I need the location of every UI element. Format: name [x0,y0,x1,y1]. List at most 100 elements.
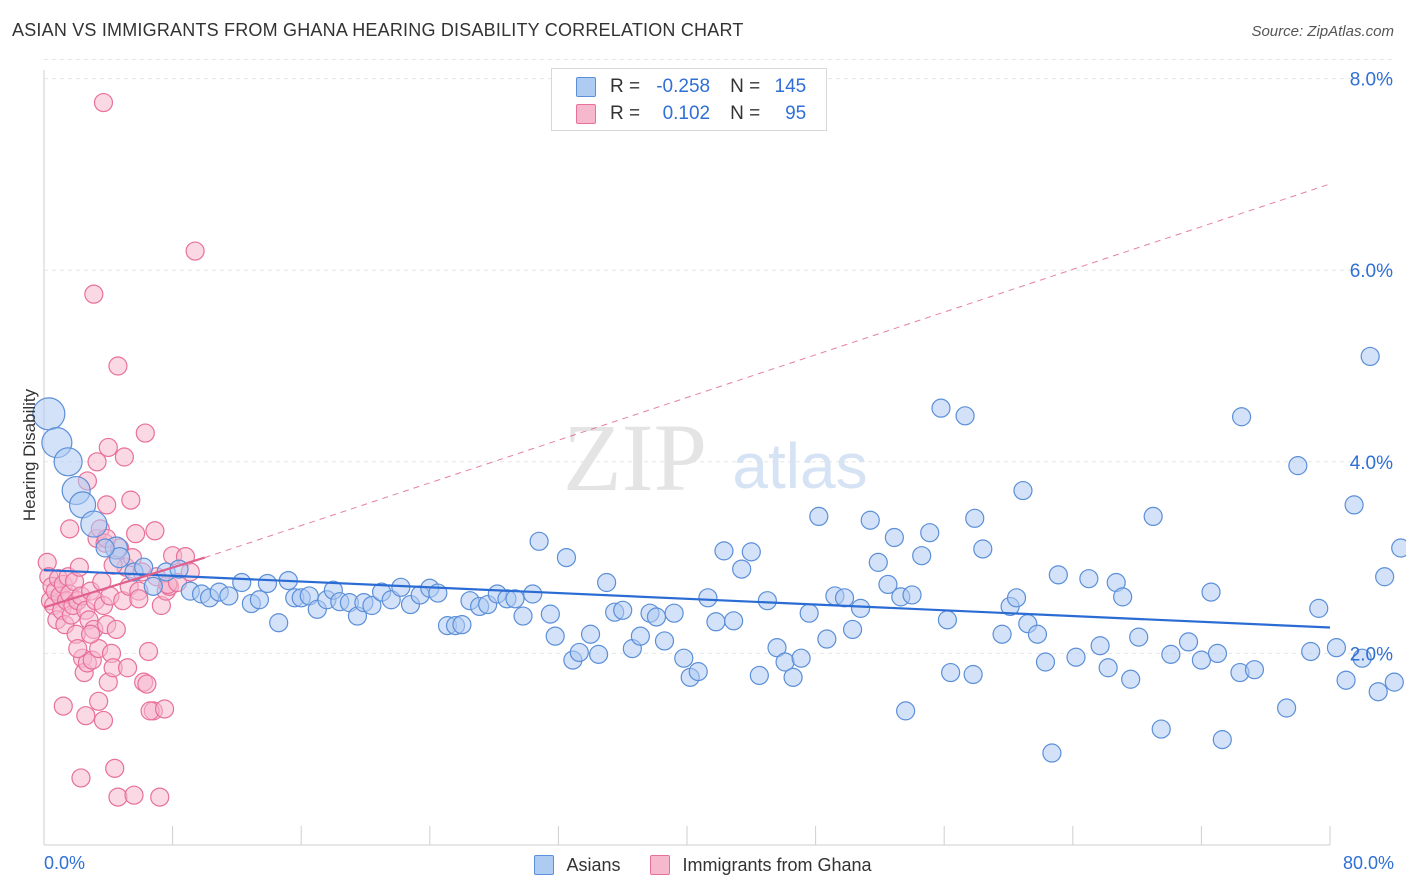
data-point [1231,407,1252,427]
data-point [108,787,128,807]
data-point [1121,669,1141,689]
data-point [1344,495,1364,515]
data-point [912,546,932,566]
legend-item-asians[interactable]: Asians [534,855,620,876]
y-tick-label: 4.0% [1350,453,1393,474]
data-point [851,598,871,618]
data-point [121,490,141,510]
data-point [89,691,109,711]
data-point [150,787,170,807]
data-point [135,423,155,443]
data-point [817,629,837,649]
data-point [93,710,114,731]
data-point [688,662,708,682]
watermark-zip: ZIP [563,404,707,511]
data-point [1151,719,1171,739]
data-point [1288,456,1308,476]
data-point [68,639,88,659]
data-point [452,615,472,635]
axes [43,70,1331,846]
legend-row-ghana: R = 0.102 N = 95 [576,101,806,127]
data-point [53,696,73,716]
data-point [1391,538,1406,558]
data-point [1301,641,1321,662]
data-point [129,589,149,609]
data-point [1352,648,1372,668]
data-point [545,626,565,646]
data-point [1143,506,1163,527]
data-point [931,398,951,418]
data-point [896,701,916,721]
data-point [249,590,270,610]
data-point [613,600,633,620]
data-point [257,573,278,594]
data-point [523,584,543,604]
data-point [884,527,904,548]
data-point [654,631,675,651]
data-point [992,624,1012,644]
n-label: N = [730,103,761,124]
data-point [145,521,165,541]
data-point [362,595,382,616]
data-point [1129,627,1149,647]
data-point [799,603,819,623]
y-tick-label: 6.0% [1350,261,1393,282]
data-point [232,572,252,593]
y-tick-label: 2.0% [1350,644,1393,665]
ghana-swatch [650,855,671,875]
y-axis-label: Hearing Disability [20,388,39,522]
legend-label-asians: Asians [566,854,621,875]
y-tick-labels: 2.0% 4.0% 6.0% 8.0% [1350,70,1393,666]
data-point [269,613,289,633]
data-point [973,539,993,559]
x-tick-min: 0.0% [44,853,86,873]
data-point [108,546,131,569]
legend-item-ghana[interactable]: Immigrants from Ghana [650,855,872,876]
r-label: R = [610,103,641,124]
r-value: 0.102 [662,103,711,124]
data-point [1244,660,1265,680]
data-point [505,589,525,609]
trend-line-asian [43,568,1331,629]
data-point [80,510,108,538]
n-value: 95 [785,103,807,124]
data-point [965,508,985,528]
data-point [941,662,961,683]
data-point [791,648,811,668]
data-point [540,604,560,624]
data-point [137,674,157,694]
data-point [1048,565,1068,585]
data-point [902,585,922,605]
data-point [1090,636,1110,656]
data-point [732,559,752,579]
data-point [783,667,803,687]
n-value: 145 [774,76,807,97]
data-point [1201,582,1221,602]
data-point [106,619,126,640]
data-point [757,591,777,611]
data-point [834,588,855,608]
data-point [842,619,863,640]
data-point [597,572,617,593]
data-point [93,92,114,113]
data-point [937,610,958,630]
data-point [1066,647,1086,667]
asian-swatch [576,77,596,97]
data-point [749,665,769,686]
data-point [646,607,667,627]
data-point [588,644,609,664]
data-point [741,542,761,562]
data-point [76,706,96,726]
data-point [124,785,144,805]
data-point [117,658,138,678]
data-point [95,538,115,558]
asian-points [32,346,1406,763]
data-point [556,547,577,568]
data-point [714,541,734,561]
data-point [569,642,589,663]
data-point [1079,569,1099,589]
data-point [69,557,89,577]
data-point [1042,743,1062,763]
data-point [81,624,101,644]
